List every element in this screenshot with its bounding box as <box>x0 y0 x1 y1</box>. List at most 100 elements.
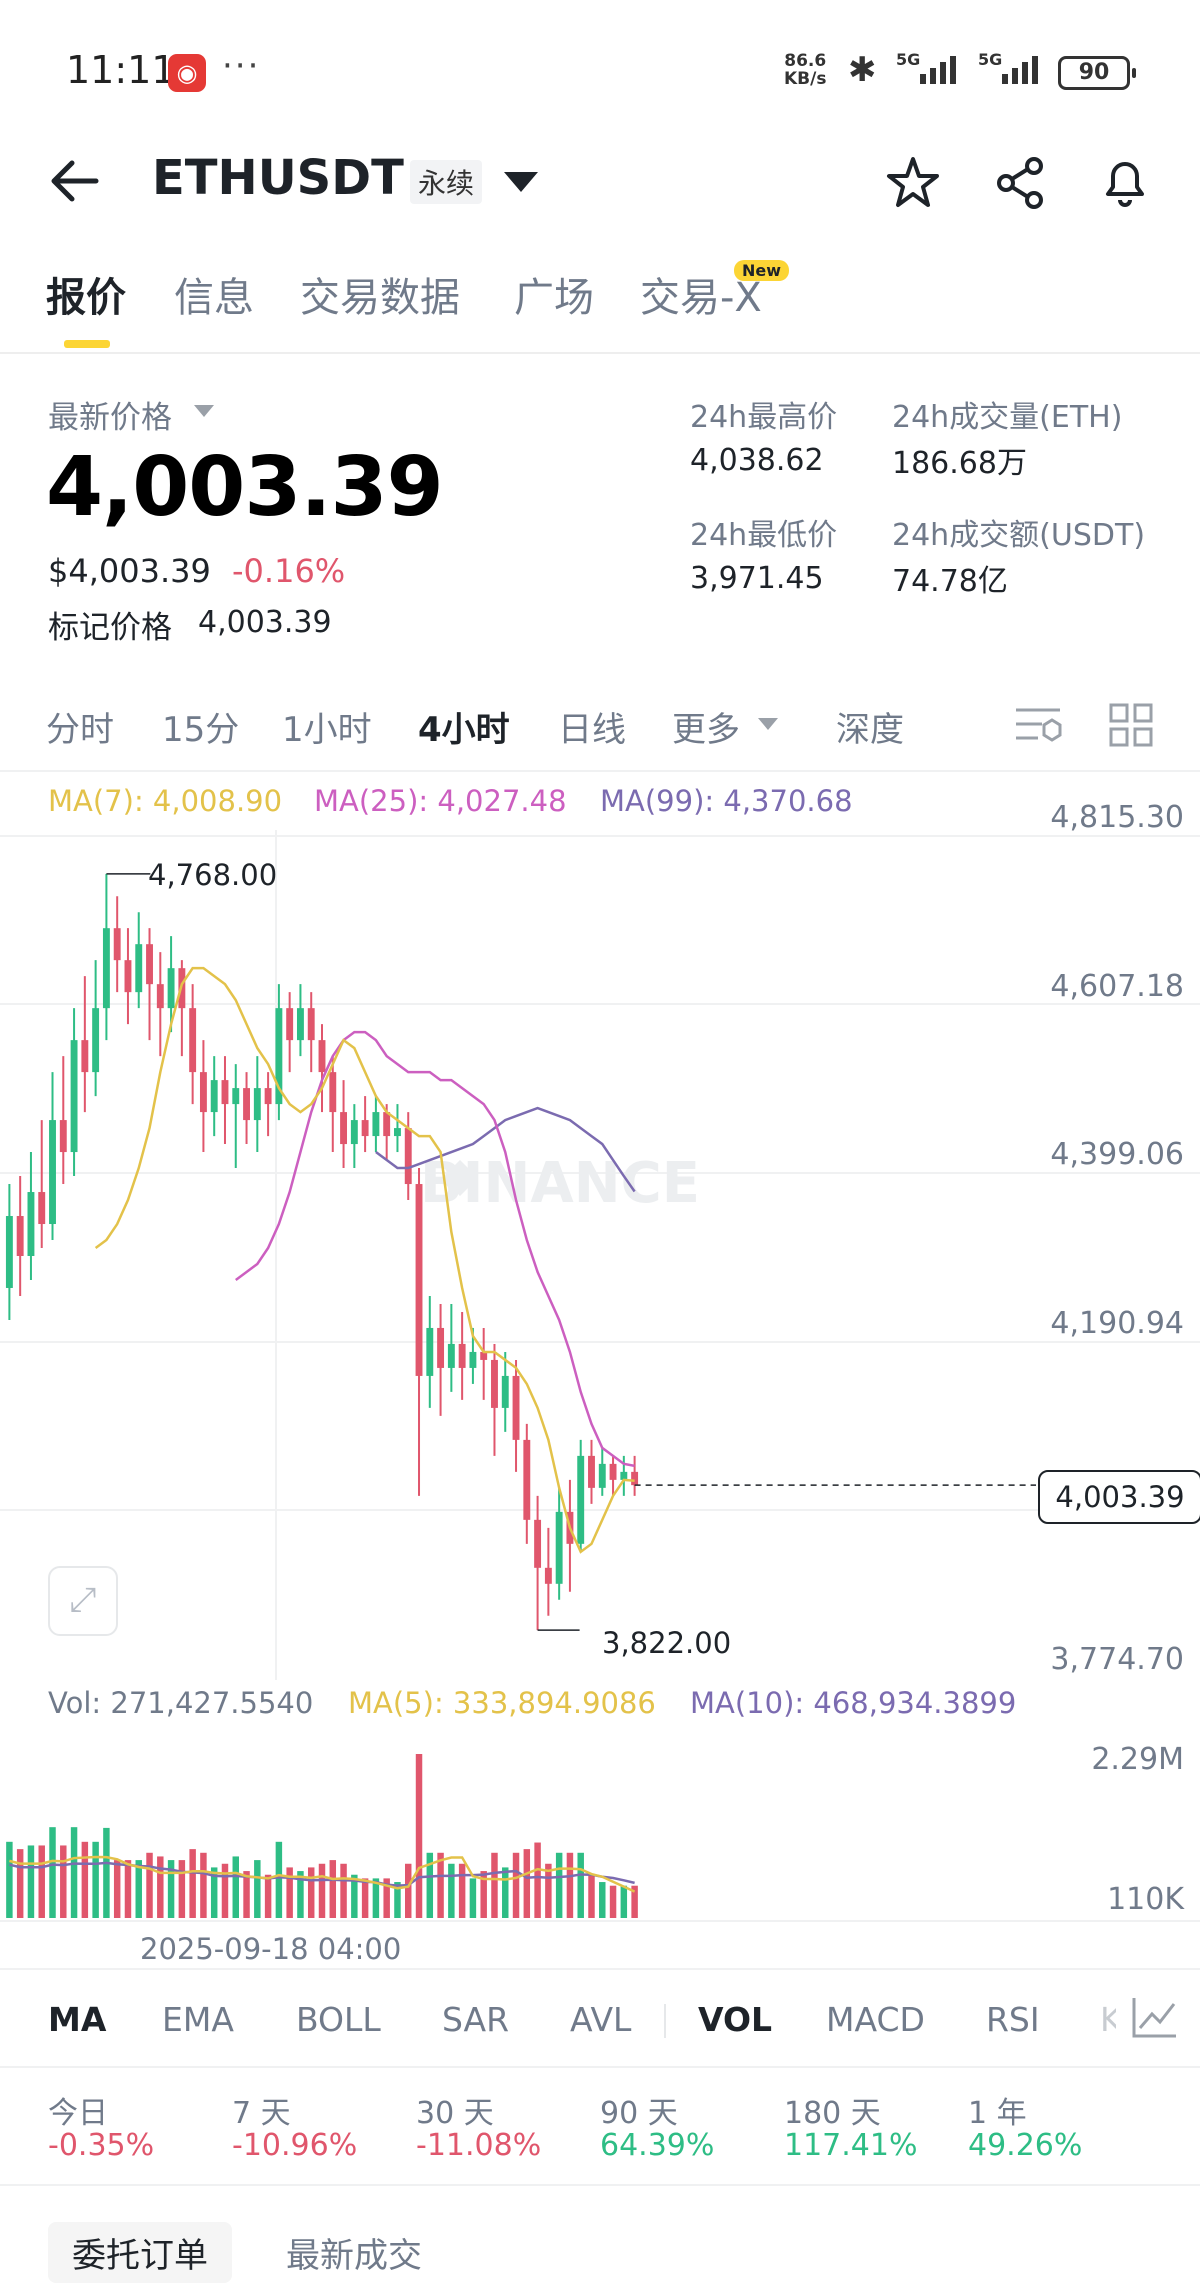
price-chart[interactable]: BINANCE <box>0 830 1200 1680</box>
perf-label: 7 天 <box>232 2096 291 2131</box>
volume-bar <box>286 1867 293 1918</box>
divider <box>0 1968 1200 1970</box>
interval-tab-4h[interactable]: 4小时 <box>418 710 510 750</box>
candle <box>350 1104 358 1169</box>
indicator-boll[interactable]: BOLL <box>296 2000 381 2039</box>
volume-bar <box>200 1852 207 1918</box>
volume-bar <box>534 1842 541 1918</box>
candle <box>49 1072 56 1241</box>
y-axis-label: 4,815.30 <box>1050 800 1184 835</box>
candle <box>221 1056 229 1145</box>
candle <box>437 1303 445 1416</box>
volume-bar <box>415 1754 423 1918</box>
tab-open-orders[interactable]: 委托订单 <box>48 2222 232 2283</box>
perf-value: -11.08% <box>416 2128 542 2163</box>
main-tabs <box>0 258 1200 354</box>
volume-bar <box>232 1856 239 1918</box>
ma99-legend: MA(99): 4,370.68 <box>600 784 853 818</box>
interval-tab-depth[interactable]: 深度 <box>836 710 904 750</box>
vol-axis-label: 110K <box>1107 1882 1184 1917</box>
volume-bar <box>545 1863 552 1918</box>
candle <box>555 1487 563 1600</box>
volume-bar <box>254 1860 261 1918</box>
tab-trading-data[interactable]: 交易数据 <box>300 275 460 321</box>
tab-quote[interactable]: 报价 <box>46 275 126 321</box>
candle <box>124 928 132 1025</box>
volume-bar <box>577 1852 584 1918</box>
perf-label: 90 天 <box>600 2096 678 2131</box>
volume-bar <box>16 1849 24 1918</box>
ma99-line <box>375 1106 636 1193</box>
interval-tab-15m[interactable]: 15分 <box>162 710 240 750</box>
layout-grid-icon[interactable] <box>1108 702 1154 748</box>
candle <box>588 1439 595 1504</box>
tab-info[interactable]: 信息 <box>174 275 254 321</box>
candle <box>394 1104 401 1153</box>
indicator-vol[interactable]: VOL <box>698 2000 773 2039</box>
volume-bar <box>620 1885 628 1918</box>
candle <box>296 984 304 1057</box>
volume-bar <box>135 1860 142 1918</box>
candle <box>264 1072 272 1137</box>
candle <box>210 1056 218 1137</box>
vol-usdt: 74.78亿 <box>892 564 1008 599</box>
indicator-sar[interactable]: SAR <box>442 2000 510 2039</box>
price-type-dropdown-icon[interactable] <box>194 405 214 417</box>
divider <box>0 2184 1200 2186</box>
interval-tab-more[interactable]: 更多 <box>672 710 740 750</box>
volume-bar <box>458 1863 466 1918</box>
battery-icon: 90 <box>1058 56 1136 90</box>
indicator-avl[interactable]: AVL <box>570 2000 632 2039</box>
low-24h: 3,971.45 <box>690 561 824 596</box>
back-arrow-icon[interactable] <box>48 158 104 204</box>
candle <box>372 1096 380 1153</box>
tab-square[interactable]: 广场 <box>514 275 594 321</box>
candle <box>135 912 143 1009</box>
candle <box>189 984 197 1105</box>
ma25-legend: MA(25): 4,027.48 <box>314 784 567 818</box>
indicator-ma[interactable]: MA <box>48 2000 107 2039</box>
volume-bar <box>491 1852 498 1918</box>
volume-bar <box>329 1860 337 1918</box>
candle <box>243 1072 250 1145</box>
volume-bar <box>351 1874 358 1918</box>
star-icon[interactable] <box>886 156 940 208</box>
candle <box>631 1455 639 1496</box>
current-price-tag[interactable]: 4,003.39 <box>1038 1470 1200 1524</box>
vol-ma5-line <box>9 1855 636 1893</box>
interval-tab-1h[interactable]: 1小时 <box>282 710 372 750</box>
candle <box>146 928 153 1041</box>
binance-logo-icon <box>442 1160 478 1196</box>
expand-chart-icon[interactable]: ⤢ <box>48 1566 118 1636</box>
tab-trade-x[interactable]: 交易-X <box>640 275 762 321</box>
indicator-macd[interactable]: MACD <box>826 2000 925 2039</box>
interval-tab-1d[interactable]: 日线 <box>558 710 626 750</box>
volume-bar <box>167 1860 175 1918</box>
share-icon[interactable] <box>994 156 1048 210</box>
indicator-rsi[interactable]: RSI <box>986 2000 1040 2039</box>
symbol-title[interactable]: ETHUSDT <box>152 150 404 206</box>
volume-bar <box>437 1852 444 1918</box>
candle <box>102 873 110 1041</box>
symbol-dropdown-icon[interactable] <box>504 172 538 192</box>
volume-bar <box>221 1863 229 1918</box>
tab-recent-trades[interactable]: 最新成交 <box>286 2236 422 2276</box>
candle <box>70 1008 78 1177</box>
indicator-ema[interactable]: EMA <box>162 2000 234 2039</box>
low-24h-label: 24h最低价 <box>690 518 838 553</box>
volume-bar <box>178 1860 186 1918</box>
interval-tab-line[interactable]: 分时 <box>46 710 114 750</box>
volume-bar <box>113 1860 121 1918</box>
more-dropdown-icon[interactable] <box>758 718 778 730</box>
volume-chart[interactable] <box>0 1730 1200 1922</box>
chart-settings-icon[interactable] <box>1012 702 1064 748</box>
bell-icon[interactable] <box>1098 152 1152 210</box>
latest-price-label[interactable]: 最新价格 <box>48 400 172 436</box>
volume-bar <box>588 1874 595 1918</box>
vol-usdt-label: 24h成交额(USDT) <box>892 518 1146 553</box>
y-axis-label: 4,399.06 <box>1050 1137 1184 1172</box>
indicator-settings-icon[interactable] <box>1130 1994 1180 2040</box>
ma7-legend: MA(7): 4,008.90 <box>48 784 283 818</box>
volume-bar <box>480 1871 487 1918</box>
volume-bar <box>124 1860 132 1918</box>
